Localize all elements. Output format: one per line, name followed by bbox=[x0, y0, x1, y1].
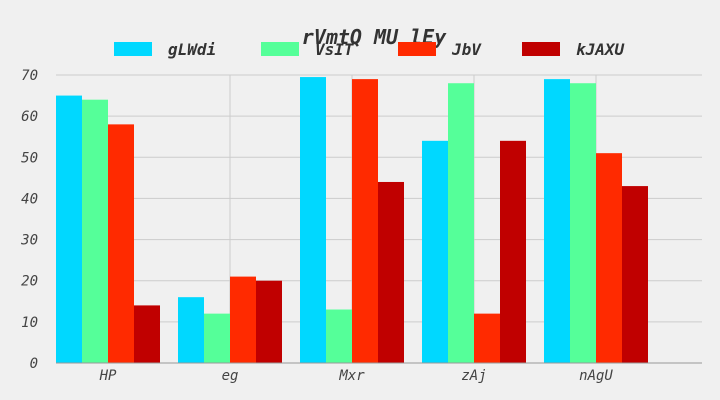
bar-gLWdi-nAgU bbox=[544, 79, 570, 363]
bar-kJAXU-Mxr bbox=[378, 181, 404, 363]
y-tick-label: 40 bbox=[21, 191, 38, 207]
bar-VsIT-zAj bbox=[448, 83, 474, 363]
legend-label-JbV: JbV bbox=[451, 40, 482, 59]
legend: gLWdi VsIT JbV kJAXU bbox=[114, 40, 625, 59]
bar-kJAXU-HP bbox=[134, 305, 160, 363]
x-tick-label: HP bbox=[99, 368, 117, 384]
y-tick-label: 30 bbox=[20, 233, 38, 249]
bar-JbV-Mxr bbox=[352, 79, 378, 363]
axes: 0 10 20 30 40 50 60 70 HP eg Mxr zAj nAgU bbox=[20, 68, 702, 384]
bar-kJAXU-eg bbox=[256, 280, 282, 363]
y-tick-label: 0 bbox=[30, 356, 38, 372]
bar-kJAXU-nAgU bbox=[622, 186, 648, 363]
bar-gLWdi-zAj bbox=[422, 140, 448, 363]
bar-gLWdi-HP bbox=[56, 95, 82, 364]
x-tick-label: nAgU bbox=[579, 368, 613, 384]
y-tick-label: 50 bbox=[21, 150, 38, 166]
bar-gLWdi-Mxr bbox=[300, 77, 326, 364]
x-tick-label: zAj bbox=[461, 368, 486, 384]
bar-VsIT-HP bbox=[82, 99, 108, 363]
bar-VsIT-nAgU bbox=[570, 83, 596, 363]
bar-VsIT-Mxr bbox=[326, 309, 352, 363]
legend-label-gLWdi: gLWdi bbox=[168, 40, 216, 59]
bar-gLWdi-eg bbox=[178, 297, 204, 363]
legend-label-kJAXU: kJAXU bbox=[576, 40, 625, 59]
legend-swatch-gLWdi bbox=[114, 42, 152, 56]
y-tick-label: 60 bbox=[21, 109, 38, 125]
x-tick-label: eg bbox=[222, 368, 239, 384]
legend-swatch-kJAXU bbox=[522, 42, 560, 56]
bar-JbV-nAgU bbox=[596, 153, 622, 363]
y-tick-label: 70 bbox=[21, 68, 38, 84]
legend-label-VsIT: VsIT bbox=[315, 40, 355, 59]
bars bbox=[56, 77, 648, 364]
legend-swatch-VsIT bbox=[261, 42, 299, 56]
y-tick-label: 10 bbox=[21, 315, 38, 331]
bar-JbV-HP bbox=[108, 124, 134, 363]
bar-kJAXU-zAj bbox=[500, 140, 526, 363]
x-tick-label: Mxr bbox=[338, 368, 365, 384]
bar-JbV-zAj bbox=[474, 313, 500, 363]
y-tick-label: 20 bbox=[21, 274, 38, 290]
bar-JbV-eg bbox=[230, 276, 256, 363]
bar-VsIT-eg bbox=[204, 313, 230, 363]
legend-swatch-JbV bbox=[398, 42, 436, 56]
